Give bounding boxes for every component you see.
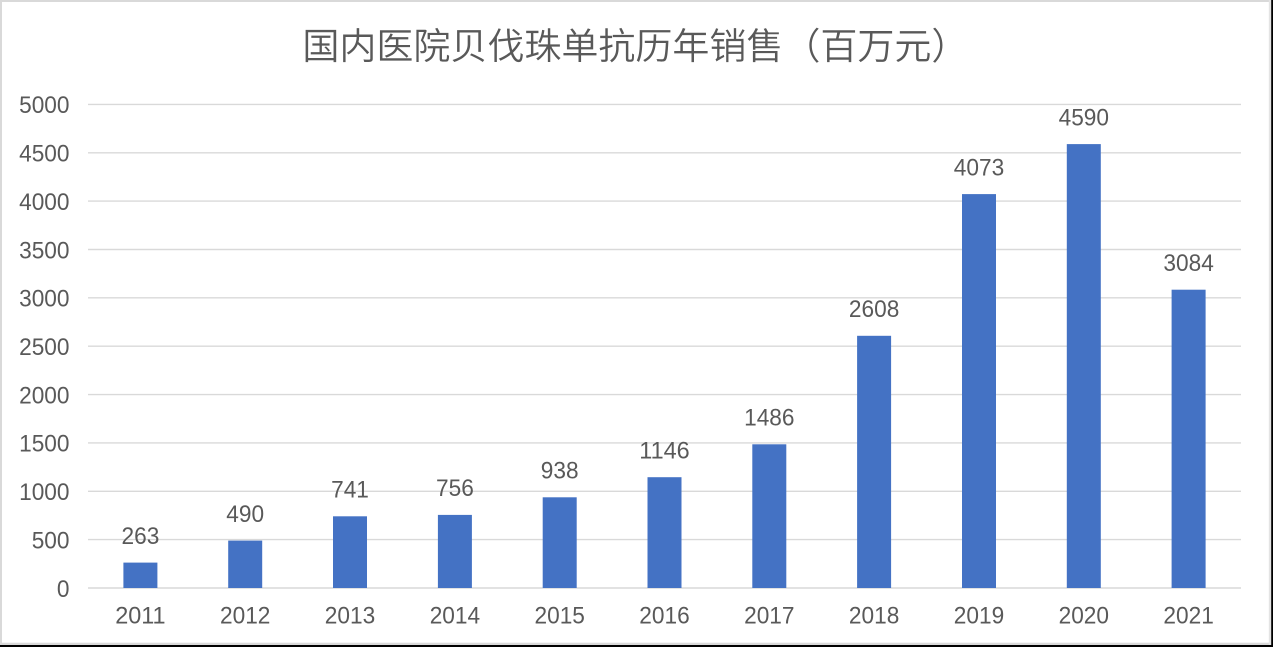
svg-text:2016: 2016 — [639, 602, 689, 629]
svg-text:1500: 1500 — [19, 431, 69, 458]
svg-text:3084: 3084 — [1163, 250, 1213, 277]
svg-text:2020: 2020 — [1059, 602, 1109, 629]
svg-text:263: 263 — [122, 523, 160, 550]
svg-text:2019: 2019 — [954, 602, 1004, 629]
svg-text:2608: 2608 — [849, 296, 899, 323]
svg-text:2500: 2500 — [19, 334, 69, 361]
svg-text:2011: 2011 — [115, 602, 165, 629]
svg-text:1486: 1486 — [744, 405, 794, 432]
svg-text:4500: 4500 — [19, 141, 69, 168]
svg-text:1000: 1000 — [19, 479, 69, 506]
svg-text:3500: 3500 — [19, 237, 69, 264]
svg-text:2014: 2014 — [430, 602, 480, 629]
svg-text:756: 756 — [436, 475, 474, 502]
svg-text:2018: 2018 — [849, 602, 899, 629]
svg-text:741: 741 — [331, 477, 369, 504]
svg-text:3000: 3000 — [19, 286, 69, 313]
svg-text:938: 938 — [541, 458, 579, 485]
svg-text:4073: 4073 — [954, 154, 1004, 181]
svg-text:2012: 2012 — [220, 602, 270, 629]
svg-text:5000: 5000 — [19, 92, 69, 119]
svg-text:1146: 1146 — [639, 437, 689, 464]
svg-text:500: 500 — [32, 527, 70, 554]
svg-text:2017: 2017 — [744, 602, 794, 629]
svg-text:2021: 2021 — [1163, 602, 1213, 629]
svg-text:4000: 4000 — [19, 189, 69, 216]
svg-text:2013: 2013 — [325, 602, 375, 629]
svg-text:2015: 2015 — [535, 602, 585, 629]
svg-text:490: 490 — [226, 501, 264, 528]
svg-text:4590: 4590 — [1059, 104, 1109, 131]
svg-text:0: 0 — [57, 576, 70, 603]
svg-text:2000: 2000 — [19, 382, 69, 409]
